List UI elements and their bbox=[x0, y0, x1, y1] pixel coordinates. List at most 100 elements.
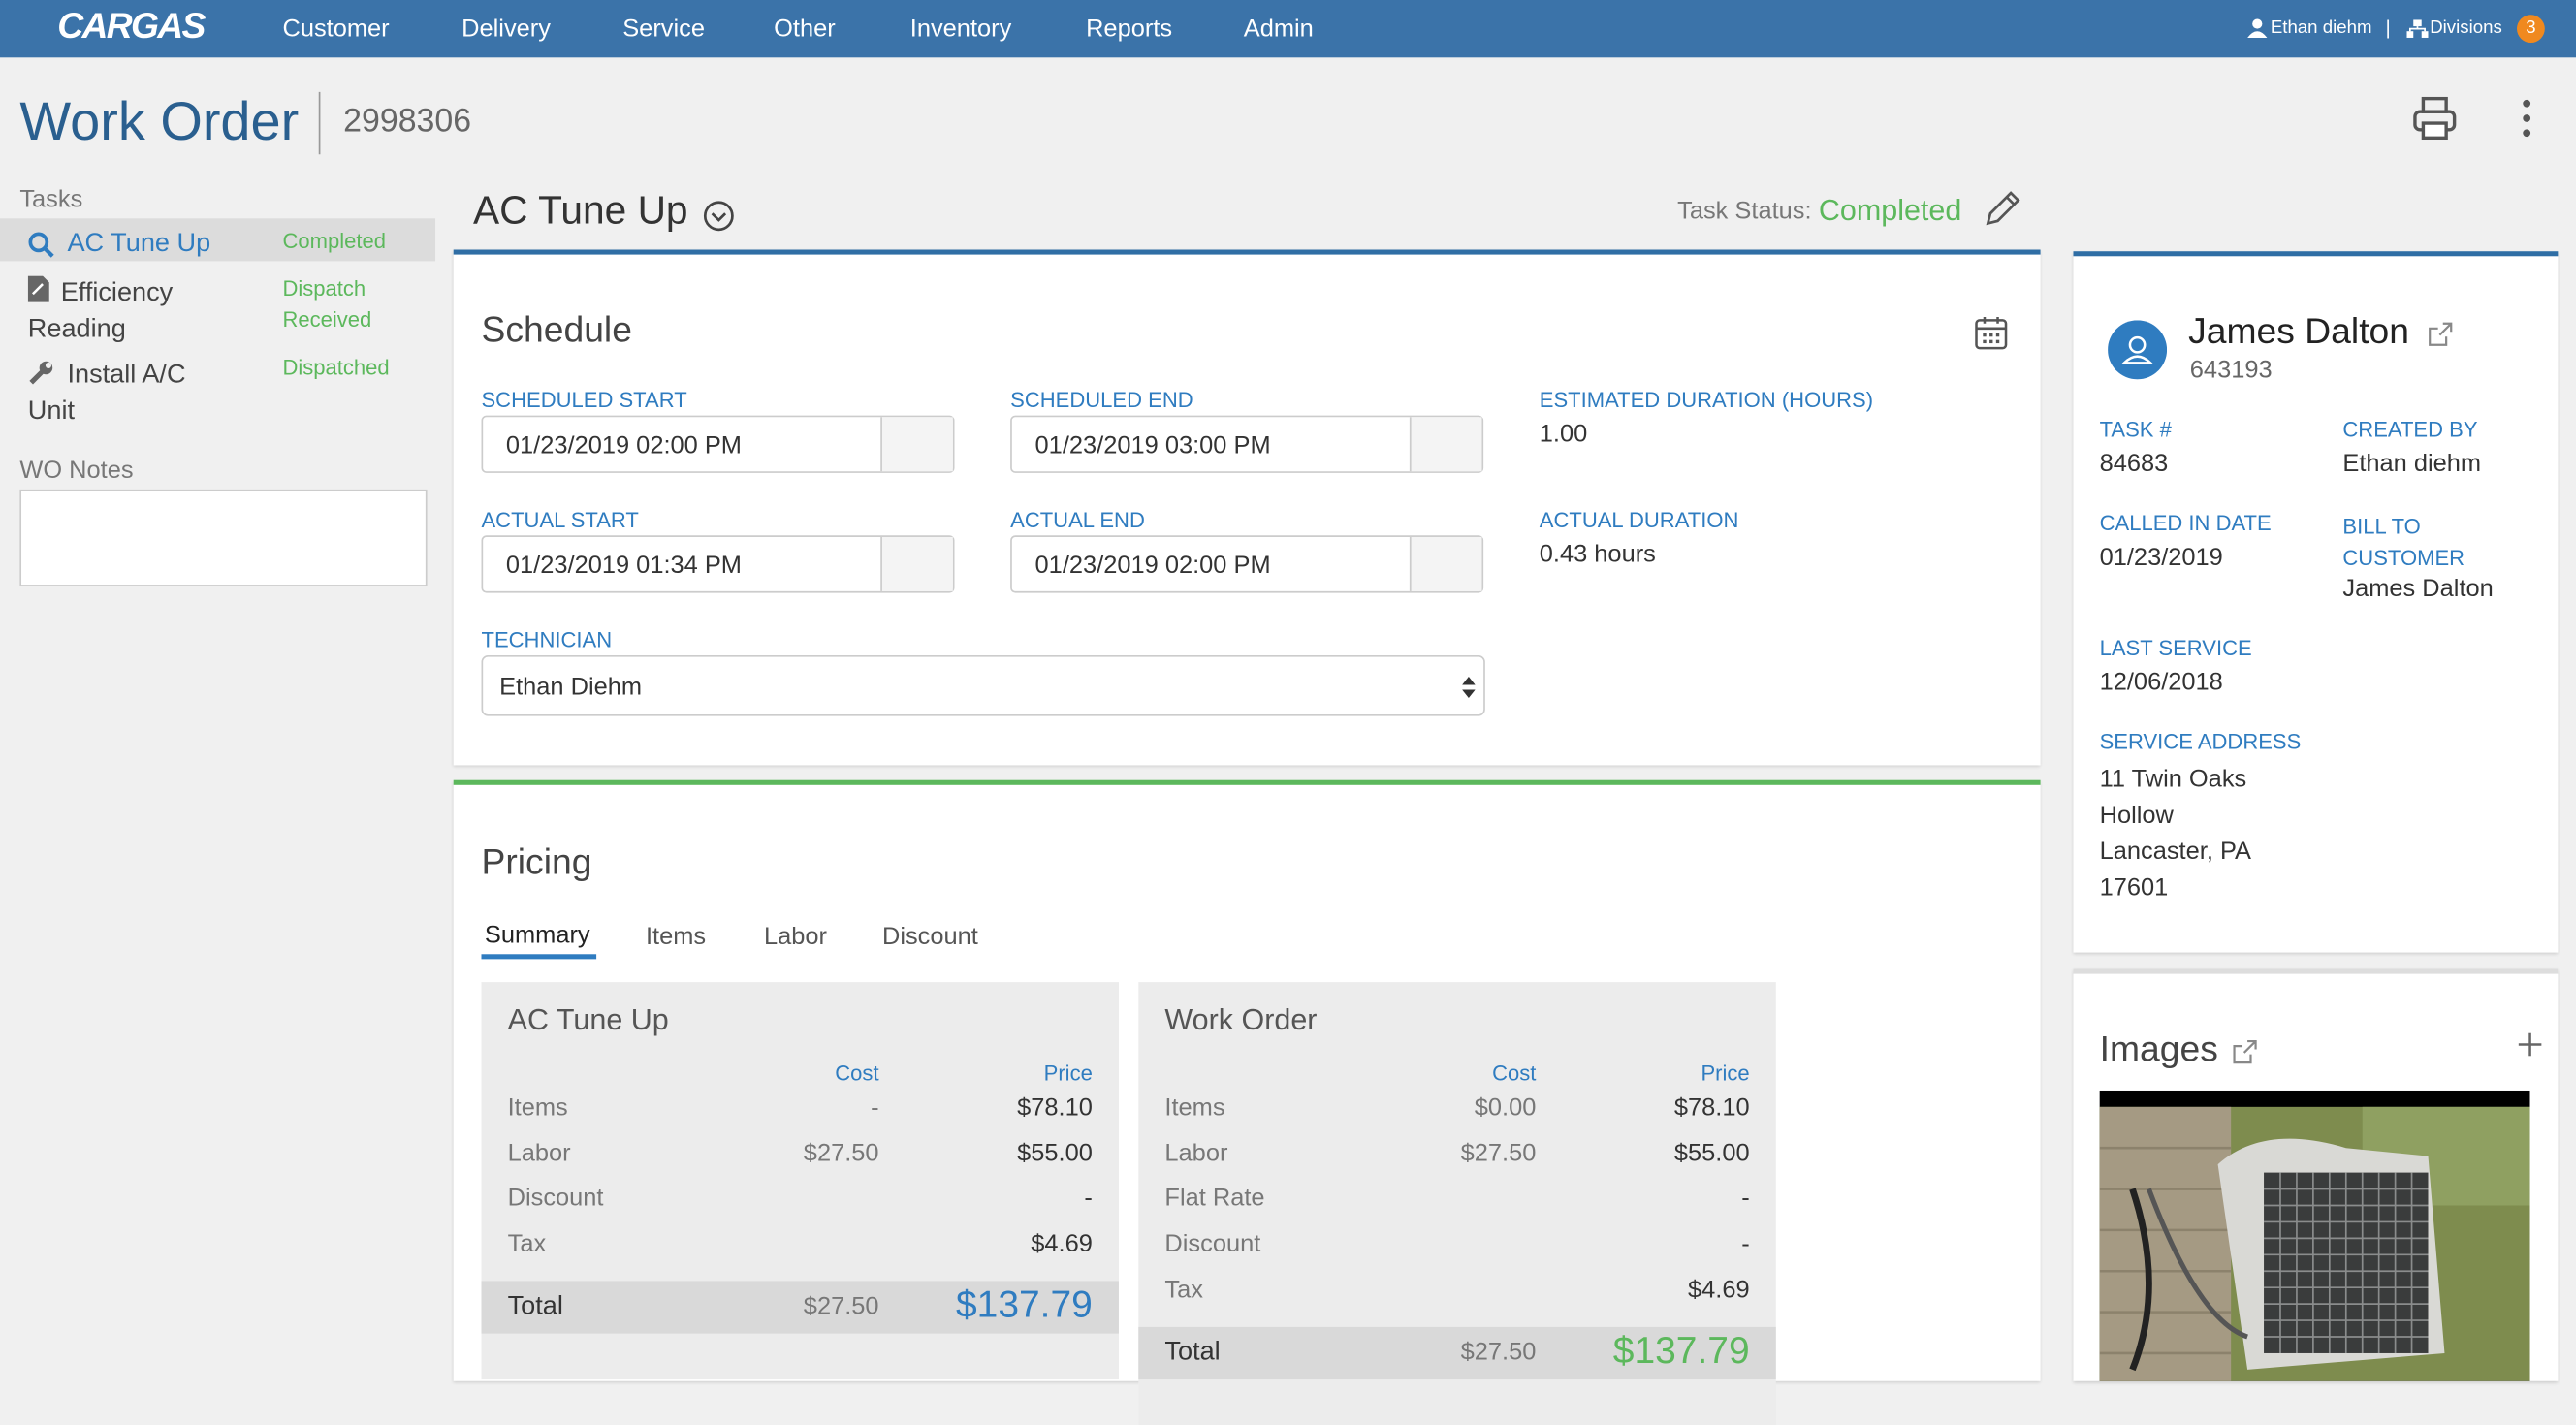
tab-underline bbox=[481, 954, 597, 960]
column-header: Cost bbox=[1492, 1061, 1537, 1086]
g bbox=[1983, 332, 2000, 344]
path bbox=[43, 246, 54, 258]
total-price: $137.79 bbox=[955, 1282, 1093, 1325]
separator: | bbox=[2385, 16, 2391, 40]
date-input[interactable]: 01/23/2019 02:00 PM bbox=[1010, 535, 1484, 593]
photo[interactable] bbox=[2099, 1090, 2530, 1381]
path bbox=[2147, 1188, 2248, 1340]
field-value: 01/23/2019 03:00 PM bbox=[1034, 431, 1271, 460]
print-button[interactable] bbox=[2410, 94, 2460, 143]
nav-item[interactable]: Delivery bbox=[461, 15, 551, 44]
user-icon bbox=[2247, 18, 2268, 38]
calendar-button[interactable] bbox=[1409, 536, 1482, 591]
path bbox=[2429, 322, 2453, 346]
path bbox=[1986, 191, 2020, 226]
navbar: CARGAS Customer Delivery Service Other I… bbox=[0, 0, 2576, 58]
row-price: $4.69 bbox=[1688, 1275, 1750, 1304]
date-input[interactable]: 01/23/2019 01:34 PM bbox=[481, 535, 955, 593]
calendar-button[interactable] bbox=[1409, 417, 1482, 472]
nav-item[interactable]: Other bbox=[774, 15, 836, 44]
rect bbox=[2421, 121, 2448, 141]
task-status: Completed bbox=[1818, 193, 1962, 227]
tab[interactable]: Labor bbox=[763, 923, 827, 951]
schedule-card: Schedule SCHEDULED START 01/23/2019 02:0… bbox=[453, 249, 2041, 766]
logo[interactable]: CARGAS bbox=[57, 5, 206, 47]
badge: 3 bbox=[2517, 15, 2545, 44]
path bbox=[2518, 1032, 2542, 1057]
calendar-icon[interactable] bbox=[1975, 315, 2008, 350]
field-label: ESTIMATED DURATION (HOURS) bbox=[1539, 387, 1874, 413]
divisions[interactable]: Divisions bbox=[2430, 17, 2502, 38]
path bbox=[2247, 31, 2268, 38]
nav-item[interactable]: Admin bbox=[1243, 15, 1314, 44]
path bbox=[2409, 26, 2426, 32]
wrench-icon bbox=[29, 361, 53, 385]
row-label: Items bbox=[507, 1093, 568, 1123]
circle bbox=[2128, 335, 2147, 354]
wo-number: 2998306 bbox=[343, 103, 472, 141]
total-label: Total bbox=[1164, 1337, 1221, 1366]
tab[interactable]: Discount bbox=[881, 923, 978, 951]
task-name[interactable]: Install A/C Unit bbox=[27, 361, 186, 426]
task-dropdown[interactable] bbox=[703, 201, 734, 232]
nav-item[interactable]: Inventory bbox=[909, 15, 1012, 44]
task-name[interactable]: Efficiency Reading bbox=[27, 279, 174, 344]
circle bbox=[45, 362, 52, 368]
open-link[interactable] bbox=[2429, 322, 2453, 346]
field-value: James Dalton bbox=[2342, 574, 2494, 603]
nav-item[interactable]: Reports bbox=[1086, 15, 1173, 44]
technician-select[interactable]: Ethan Diehm bbox=[481, 654, 1485, 716]
nav-item[interactable]: Service bbox=[622, 15, 706, 44]
task-name[interactable]: AC Tune Up bbox=[67, 230, 211, 258]
path bbox=[29, 369, 45, 385]
row-price: $4.69 bbox=[1031, 1230, 1093, 1258]
pricing-card: Pricing Summary Items Labor Discount AC … bbox=[453, 779, 2041, 1425]
circle bbox=[28, 232, 49, 253]
row-label: Labor bbox=[1164, 1139, 1228, 1167]
task-title: AC Tune Up bbox=[473, 188, 688, 234]
row-price: $78.10 bbox=[1017, 1093, 1093, 1123]
field-value: Ethan Diehm bbox=[499, 673, 643, 702]
row-price: $55.00 bbox=[1017, 1139, 1093, 1167]
open-link[interactable] bbox=[2233, 1039, 2257, 1064]
path bbox=[2120, 355, 2154, 364]
circle bbox=[2252, 18, 2263, 29]
tab[interactable]: Items bbox=[645, 923, 707, 951]
card-title: Schedule bbox=[481, 308, 632, 350]
user-name[interactable]: Ethan diehm bbox=[2270, 17, 2372, 38]
nav-item[interactable]: Customer bbox=[282, 15, 390, 44]
table-title: AC Tune Up bbox=[507, 1003, 669, 1036]
task-status: Completed bbox=[282, 228, 387, 253]
circle bbox=[2523, 114, 2531, 122]
row-price: $78.10 bbox=[1673, 1093, 1750, 1123]
select-arrows bbox=[1462, 676, 1476, 699]
column-header: Cost bbox=[835, 1061, 879, 1086]
tab-active[interactable]: Summary bbox=[484, 921, 590, 950]
field-label: SERVICE ADDRESS bbox=[2099, 729, 2302, 754]
total-cost: $27.50 bbox=[803, 1291, 879, 1320]
total-row: Total $27.50 $137.79 bbox=[481, 1281, 1119, 1334]
field-value: 0.43 hours bbox=[1539, 540, 1656, 569]
row-cost: $27.50 bbox=[803, 1139, 879, 1167]
rect bbox=[2421, 96, 2448, 113]
field-label: SCHEDULED END bbox=[1010, 387, 1193, 413]
date-input[interactable]: 01/23/2019 03:00 PM bbox=[1010, 415, 1484, 473]
edit-status[interactable] bbox=[1983, 189, 2022, 229]
calendar-button[interactable] bbox=[880, 417, 953, 472]
status-label: Task Status: bbox=[1677, 197, 1812, 226]
notes-input[interactable] bbox=[19, 489, 428, 586]
customer-name: James Dalton bbox=[2188, 310, 2410, 352]
more-menu[interactable] bbox=[2520, 99, 2533, 139]
rect bbox=[1995, 332, 2000, 337]
customer-card: James Dalton 643193 TASK # 84683 CREATED… bbox=[2073, 251, 2559, 953]
add-image[interactable] bbox=[2518, 1032, 2542, 1057]
circle bbox=[2523, 129, 2531, 138]
rect bbox=[2421, 31, 2429, 38]
date-input[interactable]: 01/23/2019 02:00 PM bbox=[481, 415, 955, 473]
field-label: CALLED IN DATE bbox=[2099, 510, 2272, 536]
circle bbox=[2523, 99, 2531, 108]
column-header: Price bbox=[1701, 1061, 1750, 1086]
column-header: Price bbox=[1043, 1061, 1093, 1086]
field-label: LAST SERVICE bbox=[2099, 635, 2252, 661]
calendar-button[interactable] bbox=[880, 536, 953, 591]
